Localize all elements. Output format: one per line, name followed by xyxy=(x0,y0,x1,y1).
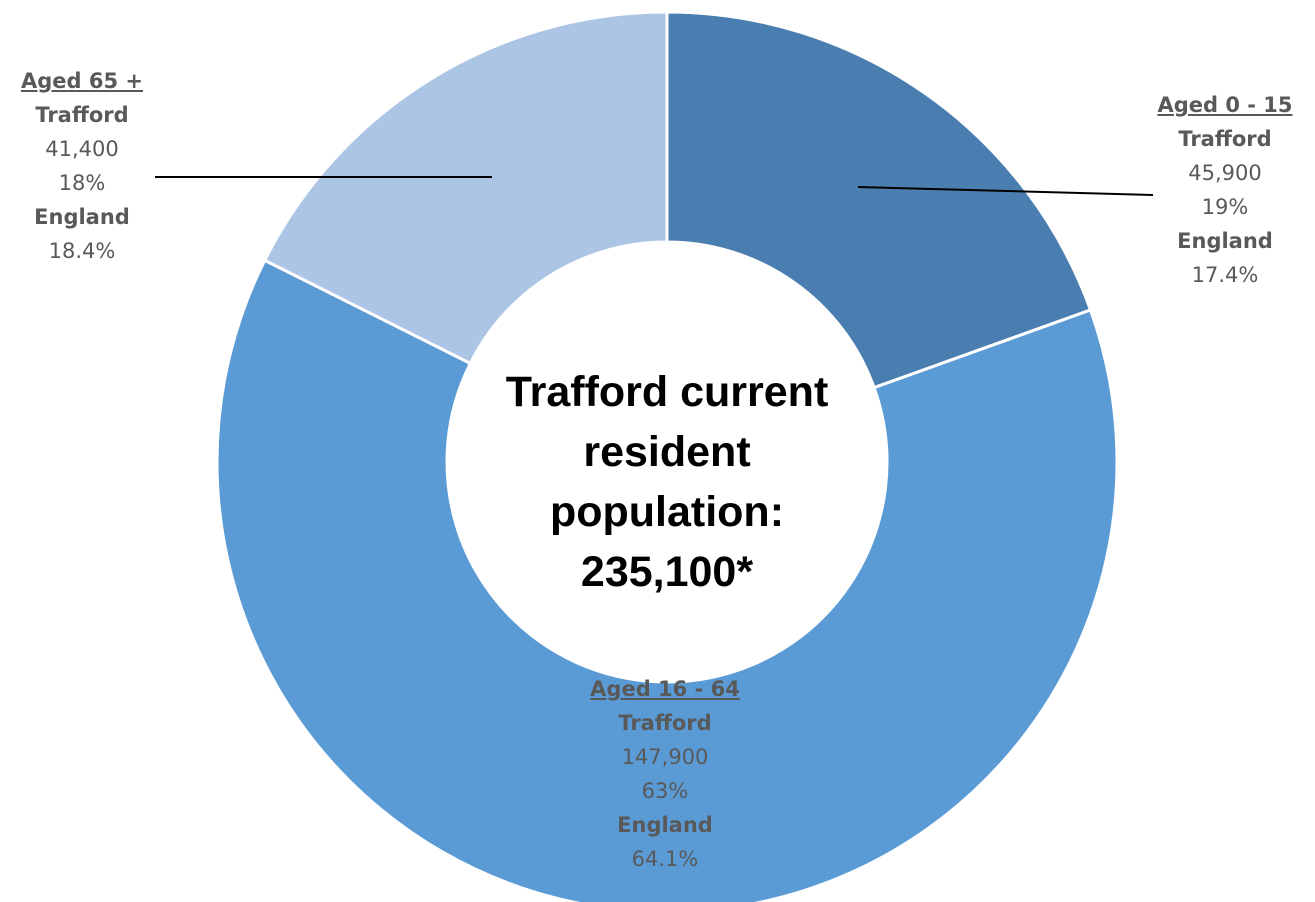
comparator-label: England xyxy=(617,813,713,837)
center-title-line: 235,100* xyxy=(580,548,754,596)
donut-slice-aged-65-plus xyxy=(262,10,669,366)
leader-lines xyxy=(155,176,1154,196)
center-title-line: Trafford current xyxy=(505,368,829,416)
segment-heading: Aged 65 + xyxy=(20,69,143,93)
comparator-label: England xyxy=(34,205,130,229)
donut-slice-aged-0-15 xyxy=(665,10,1093,390)
center-title-line: population: xyxy=(549,488,785,536)
data-label-aged-0-15: Aged 0 - 15 Trafford 45,900 19% England … xyxy=(1130,88,1315,292)
count-value: 147,900 xyxy=(621,745,709,769)
data-label-aged-16-64: Aged 16 - 64 Trafford 147,900 63% Englan… xyxy=(565,672,765,876)
center-title-line: resident xyxy=(583,428,751,476)
comparator-share-value: 64.1% xyxy=(631,847,699,871)
share-value: 19% xyxy=(1201,195,1249,219)
segment-heading: Aged 0 - 15 xyxy=(1157,93,1293,117)
data-label-aged-65-plus: Aged 65 + Trafford 41,400 18% England 18… xyxy=(0,64,164,268)
comparator-share-value: 18.4% xyxy=(48,239,116,263)
share-value: 18% xyxy=(58,171,106,195)
donut-slice-aged-16-64 xyxy=(215,258,1119,902)
leader-line-aged-0-15 xyxy=(857,186,1154,196)
segment-heading: Aged 16 - 64 xyxy=(590,677,740,701)
share-value: 63% xyxy=(641,779,689,803)
comparator-label: England xyxy=(1177,229,1273,253)
chart-center-title: Trafford current resident population: 23… xyxy=(452,362,882,602)
area-label: Trafford xyxy=(1178,127,1272,151)
area-label: Trafford xyxy=(35,103,129,127)
donut-slices xyxy=(215,10,1119,902)
count-value: 45,900 xyxy=(1188,161,1262,185)
comparator-share-value: 17.4% xyxy=(1191,263,1259,287)
area-label: Trafford xyxy=(618,711,712,735)
count-value: 41,400 xyxy=(45,137,119,161)
